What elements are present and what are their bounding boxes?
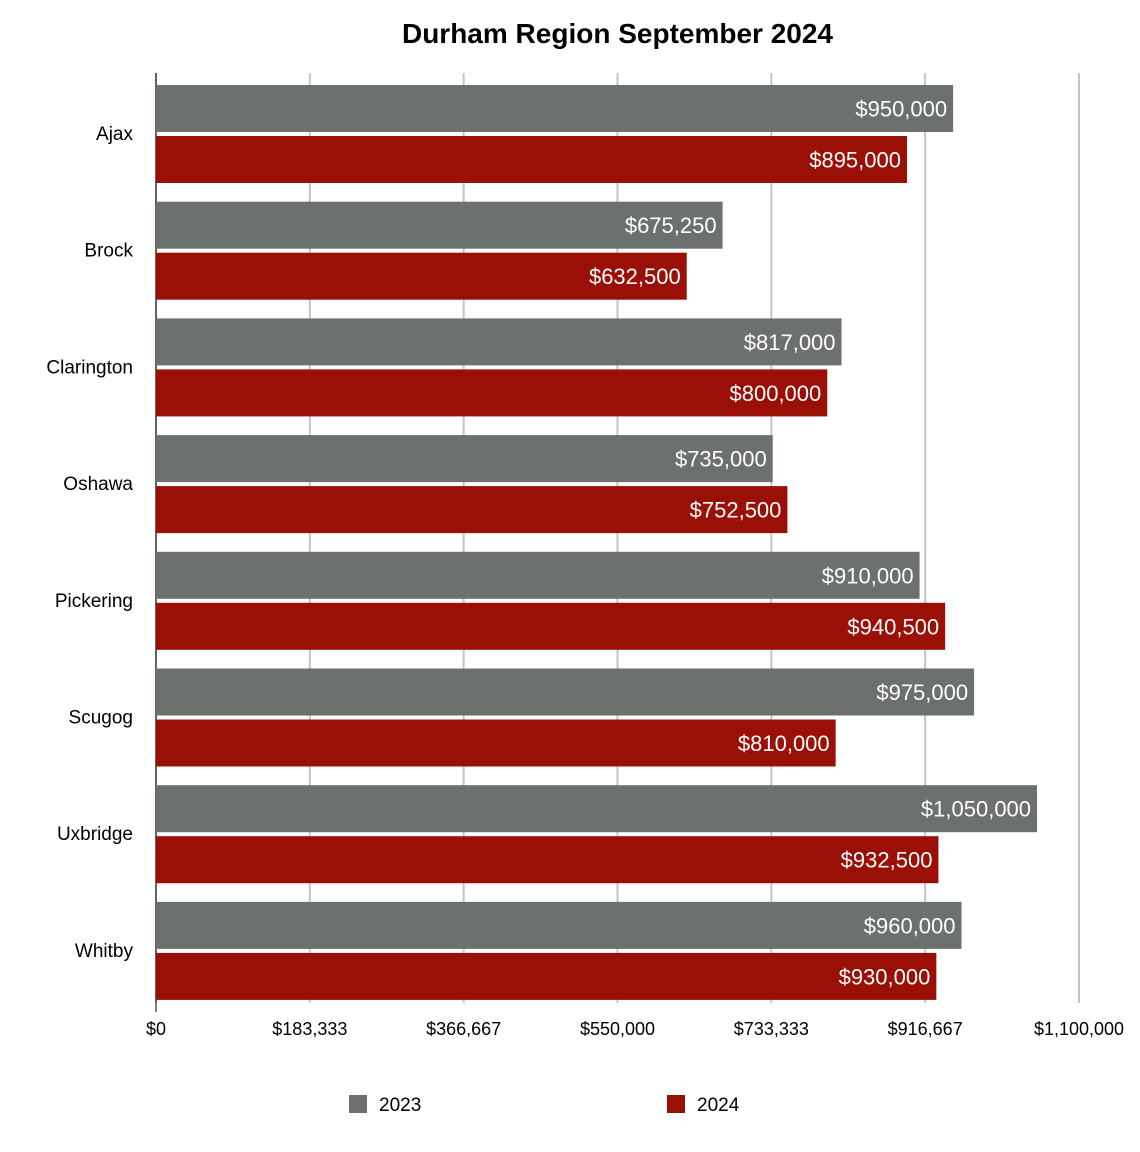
chart-title: Durham Region September 2024 [401, 18, 834, 49]
bar-2023-whitby [156, 901, 962, 949]
legend-label: 2024 [697, 1095, 740, 1116]
x-tick-label: $916,667 [888, 1019, 963, 1039]
bar-2024-oshawa [156, 486, 788, 534]
x-tick-label: $0 [146, 1019, 166, 1039]
data-label: $910,000 [822, 563, 914, 588]
data-label: $817,000 [744, 330, 836, 355]
data-label: $810,000 [738, 731, 830, 756]
data-label: $895,000 [809, 148, 901, 173]
bar-2024-brock [156, 252, 687, 300]
legend-swatch-2023 [349, 1095, 367, 1113]
x-tick-label: $1,100,000 [1034, 1019, 1124, 1039]
bar-2023-uxbridge [156, 785, 1038, 833]
data-label: $960,000 [864, 913, 956, 938]
category-label: Uxbridge [57, 824, 133, 845]
bar-2023-pickering [156, 551, 920, 599]
x-tick-label: $183,333 [272, 1019, 347, 1039]
bar-2023-scugog [156, 668, 975, 716]
x-tick-label: $733,333 [734, 1019, 809, 1039]
data-label: $632,500 [589, 264, 681, 289]
bar-2024-clarington [156, 369, 828, 417]
bar-2024-whitby [156, 952, 937, 1000]
category-label: Pickering [55, 591, 133, 612]
category-label: Brock [84, 241, 133, 262]
bar-2024-ajax [156, 136, 907, 183]
bar-2023-oshawa [156, 435, 773, 483]
data-label: $675,250 [625, 213, 717, 238]
bar-2024-pickering [156, 602, 946, 650]
x-tick-label: $366,667 [426, 1019, 501, 1039]
bar-2024-scugog [156, 719, 836, 767]
data-label: $1,050,000 [921, 797, 1031, 822]
category-label: Ajax [96, 124, 133, 145]
category-label: Clarington [46, 357, 133, 378]
legend-swatch-2024 [667, 1095, 685, 1113]
x-tick-label: $550,000 [580, 1019, 655, 1039]
data-label: $735,000 [675, 447, 767, 472]
bar-2024-uxbridge [156, 836, 939, 884]
bar-2023-ajax [156, 85, 954, 132]
data-label: $930,000 [839, 964, 931, 989]
category-label: Scugog [69, 708, 133, 729]
data-label: $950,000 [855, 97, 947, 122]
category-label: Whitby [75, 941, 134, 962]
bar-2023-clarington [156, 318, 842, 366]
bar-2023-brock [156, 201, 723, 249]
category-label: Oshawa [63, 474, 133, 495]
data-label: $800,000 [730, 381, 822, 406]
legend-label: 2023 [379, 1095, 421, 1116]
data-label: $932,500 [841, 848, 933, 873]
data-label: $975,000 [876, 680, 968, 705]
data-label: $752,500 [690, 498, 782, 523]
data-label: $940,500 [847, 614, 939, 639]
